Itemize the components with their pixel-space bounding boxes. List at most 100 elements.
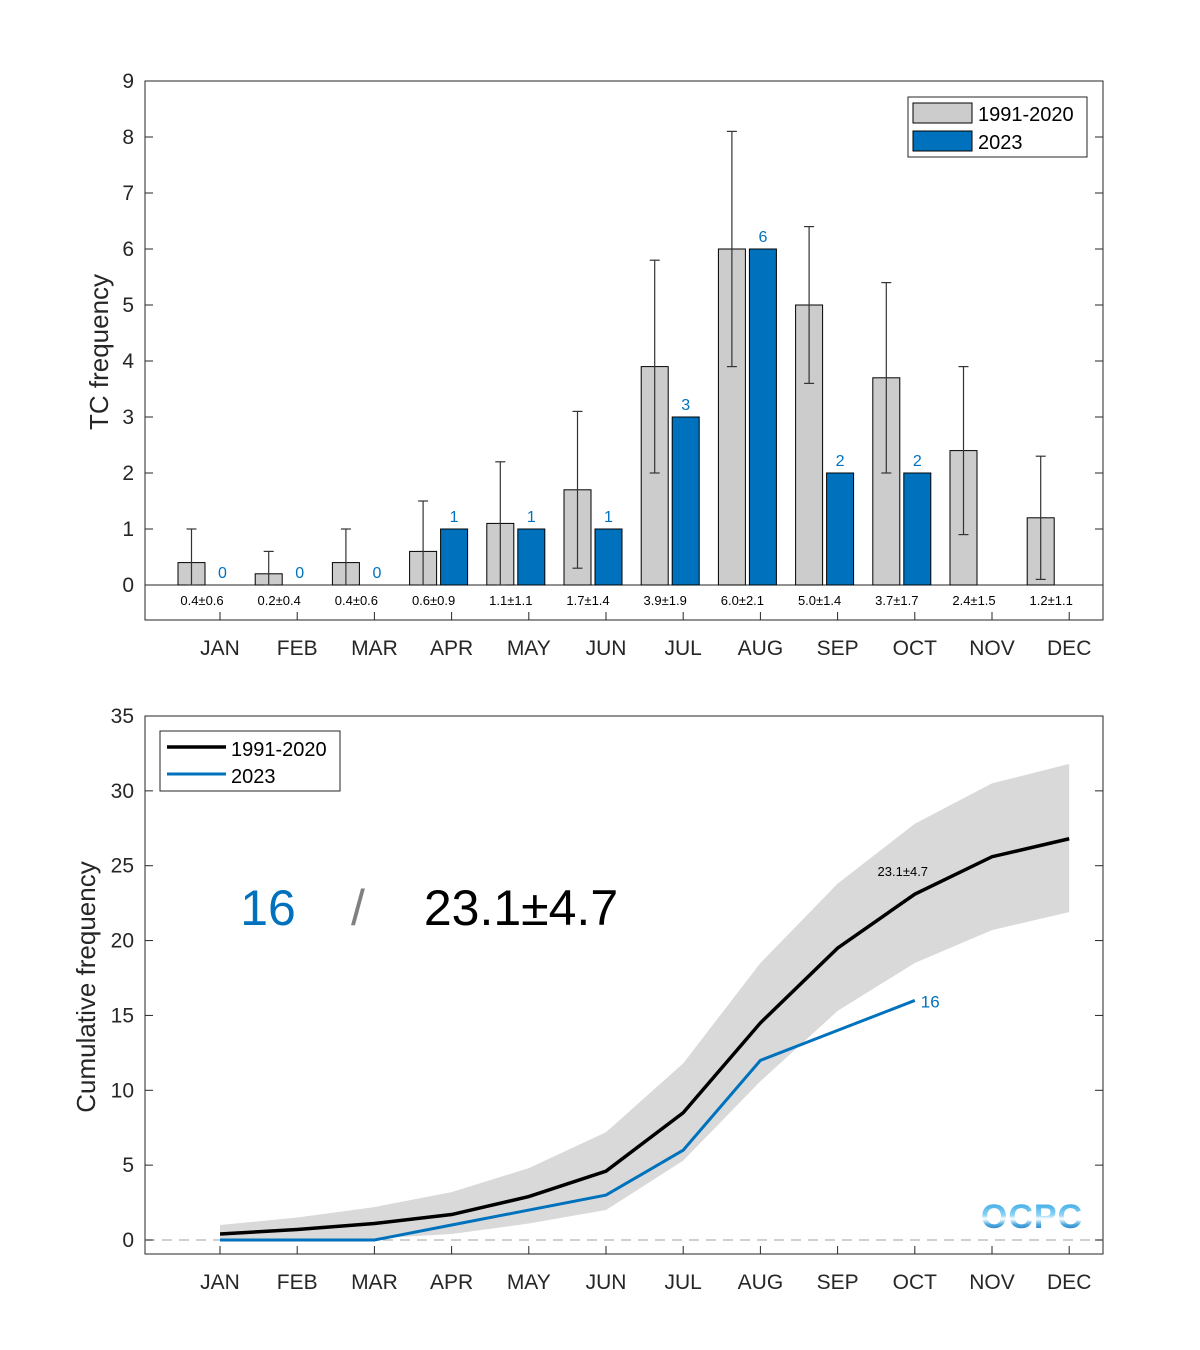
value-label-2023: 2 — [913, 453, 922, 470]
climatology-label: 3.7±1.7 — [875, 593, 918, 608]
top-y-axis-label: TC frequency — [84, 274, 114, 430]
y-tick-label: 5 — [122, 294, 134, 317]
x-tick-label: OCT — [893, 1271, 938, 1294]
x-tick-label: FEB — [277, 637, 318, 660]
climatology-std-band — [220, 763, 1070, 1240]
cumulative-2023-line — [220, 999, 916, 1242]
bar-2023 — [594, 528, 623, 586]
x-tick-label: JAN — [200, 1271, 240, 1294]
climatology-label: 1.2±1.1 — [1030, 593, 1073, 608]
top-value-labels: 0 0 0 1 1 1 3 6 2 2 — [218, 229, 922, 582]
y-tick-label: 35 — [111, 705, 134, 728]
value-label-2023: 6 — [758, 229, 767, 246]
climatology-label: 0.2±0.4 — [258, 593, 301, 608]
climatology-label: 0.4±0.6 — [180, 593, 223, 608]
climatology-oct-annotation: 23.1±4.7 — [878, 864, 929, 879]
y-tick-label: 25 — [111, 855, 134, 878]
x-tick-label: DEC — [1047, 637, 1091, 660]
x-tick-label: SEP — [817, 1271, 859, 1294]
legend-label-2023: 2023 — [978, 132, 1023, 154]
bottom-legend-box — [159, 730, 341, 792]
monthly-tc-frequency-chart: 0 1 2 3 4 5 6 7 8 9 JAN FEB MAR APR MAY JUN JUL AUG SEP OC… — [84, 70, 1104, 660]
y-tick-label: 4 — [122, 350, 134, 373]
x-tick-label: NOV — [969, 1271, 1015, 1294]
climatology-label: 1.1±1.1 — [489, 593, 532, 608]
top-error-bars — [186, 130, 1046, 586]
x-tick-label: MAR — [351, 1271, 398, 1294]
x-tick-label: JUN — [586, 1271, 627, 1294]
value-label-2023: 0 — [218, 565, 227, 582]
current-oct-annotation: 16 — [921, 992, 940, 1011]
climatology-label: 2.4±1.5 — [952, 593, 995, 608]
value-label-2023: 0 — [295, 565, 304, 582]
value-label-2023: 0 — [372, 565, 381, 582]
summary-separator: / — [351, 880, 365, 936]
climatology-label: 3.9±1.9 — [644, 593, 687, 608]
ocpc-logo: OCPC — [981, 1198, 1083, 1236]
legend-swatch-2023 — [912, 130, 973, 152]
bar-2023 — [826, 472, 855, 586]
x-tick-label: DEC — [1047, 1271, 1091, 1294]
x-tick-label: AUG — [738, 637, 784, 660]
legend-label-2023: 2023 — [231, 766, 276, 788]
x-tick-label: MAY — [507, 637, 551, 660]
x-tick-label: NOV — [969, 637, 1015, 660]
x-tick-label: OCT — [893, 637, 938, 660]
value-label-2023: 1 — [527, 509, 536, 526]
top-x-axis: JAN FEB MAR APR MAY JUN JUL AUG SEP OCT NOV DEC — [200, 612, 1091, 660]
climatology-label: 6.0±2.1 — [721, 593, 764, 608]
climatology-label: 5.0±1.4 — [798, 593, 841, 608]
climatology-label: 1.7±1.4 — [566, 593, 609, 608]
bar-2023 — [517, 528, 546, 586]
x-tick-label: MAY — [507, 1271, 551, 1294]
value-label-2023: 1 — [604, 509, 613, 526]
value-label-2023: 2 — [836, 453, 845, 470]
value-label-2023: 3 — [681, 397, 690, 414]
bar-2023 — [903, 472, 932, 586]
x-tick-label: JAN — [200, 637, 240, 660]
bar-2023 — [440, 528, 469, 586]
y-tick-label: 15 — [111, 1004, 134, 1027]
top-legend: 1991-2020 2023 — [907, 96, 1088, 158]
bottom-y-axis-label: Cumulative frequency — [71, 861, 101, 1112]
x-tick-label: FEB — [277, 1271, 318, 1294]
cumulative-tc-frequency-chart: 0 5 10 15 20 25 30 35 JAN FEB MAR APR MAY JUN JUL AUG S… — [71, 705, 1104, 1294]
legend-label-climatology: 1991-2020 — [978, 104, 1074, 126]
x-tick-label: APR — [430, 637, 473, 660]
top-axes-box — [144, 80, 1104, 621]
x-tick-label: AUG — [738, 1271, 784, 1294]
y-tick-label: 0 — [122, 574, 134, 597]
climatology-cumulative-line — [219, 837, 1070, 1236]
top-climatology-labels: 0.4±0.6 0.2±0.4 0.4±0.6 0.6±0.9 1.1±1.1 1.7±1… — [180, 593, 1072, 608]
top-bars — [177, 248, 1055, 586]
bar-2023 — [748, 248, 777, 586]
y-tick-label: 5 — [122, 1154, 134, 1177]
legend-swatch-climatology — [912, 102, 973, 124]
x-tick-label: MAR — [351, 637, 398, 660]
bar-climatology — [717, 248, 746, 586]
climatology-label: 0.6±0.9 — [412, 593, 455, 608]
bottom-legend: 1991-2020 2023 — [159, 730, 341, 792]
climatology-label: 0.4±0.6 — [335, 593, 378, 608]
bottom-x-axis: JAN FEB MAR APR MAY JUN JUL AUG SEP OCT NOV DEC — [200, 1246, 1091, 1294]
top-y-axis: 0 1 2 3 4 5 6 7 8 9 — [122, 70, 1103, 597]
bar-2023 — [671, 416, 700, 586]
legend-label-climatology: 1991-2020 — [231, 739, 327, 761]
summary-current-count: 16 — [240, 880, 296, 936]
y-tick-label: 7 — [122, 182, 134, 205]
y-tick-label: 1 — [122, 518, 134, 541]
y-tick-label: 3 — [122, 406, 134, 429]
summary-climatology: 23.1±4.7 — [424, 880, 618, 936]
y-tick-label: 9 — [122, 70, 134, 93]
x-tick-label: JUL — [665, 1271, 702, 1294]
value-label-2023: 1 — [450, 509, 459, 526]
y-tick-label: 6 — [122, 238, 134, 261]
x-tick-label: SEP — [817, 637, 859, 660]
x-tick-label: JUN — [586, 637, 627, 660]
y-tick-label: 2 — [122, 462, 134, 485]
y-tick-label: 10 — [111, 1079, 134, 1102]
y-tick-label: 30 — [111, 780, 134, 803]
y-tick-label: 8 — [122, 126, 134, 149]
y-tick-label: 0 — [122, 1229, 134, 1252]
